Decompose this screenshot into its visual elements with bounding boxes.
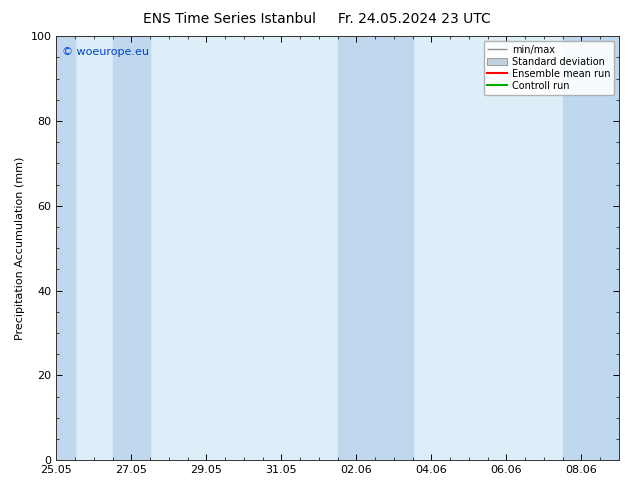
Text: © woeurope.eu: © woeurope.eu (62, 47, 149, 57)
Y-axis label: Precipitation Accumulation (mm): Precipitation Accumulation (mm) (15, 156, 25, 340)
Legend: min/max, Standard deviation, Ensemble mean run, Controll run: min/max, Standard deviation, Ensemble me… (484, 41, 614, 95)
Bar (113, 36, 150, 460)
Bar (56, 36, 75, 460)
Text: ENS Time Series Istanbul     Fr. 24.05.2024 23 UTC: ENS Time Series Istanbul Fr. 24.05.2024 … (143, 12, 491, 26)
Bar (338, 36, 413, 460)
Bar (563, 36, 619, 460)
